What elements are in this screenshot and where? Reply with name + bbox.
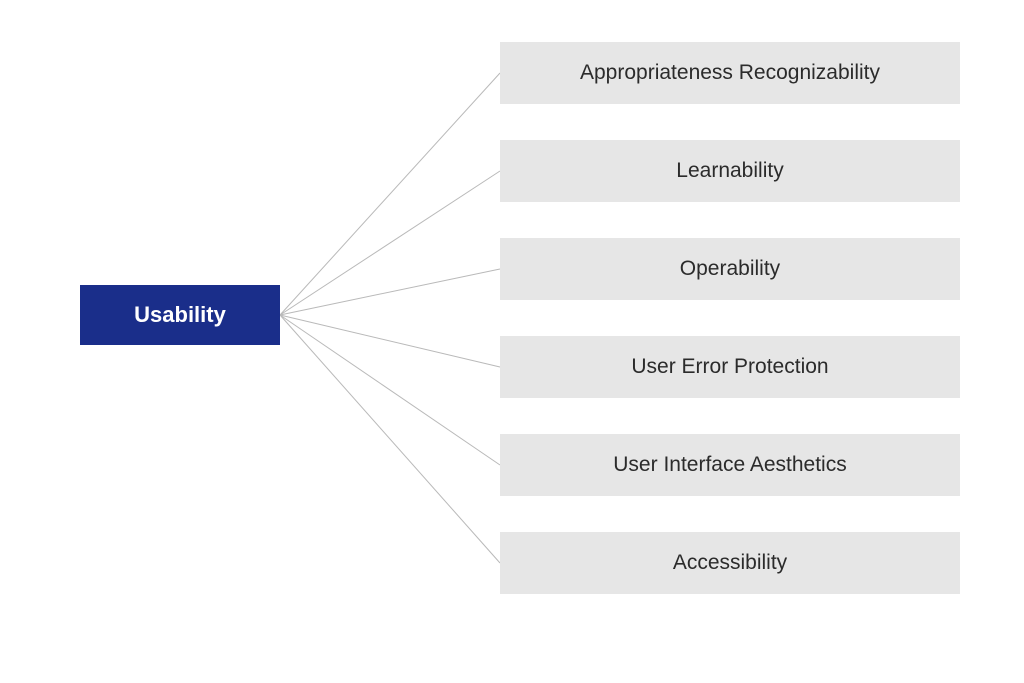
child-node: Operability — [500, 238, 960, 300]
child-label: Learnability — [676, 159, 783, 183]
root-node: Usability — [80, 285, 280, 345]
child-label: Accessibility — [673, 551, 787, 575]
child-label: User Interface Aesthetics — [613, 453, 846, 477]
root-label: Usability — [134, 302, 226, 328]
child-node: Appropriateness Recognizability — [500, 42, 960, 104]
child-node: Learnability — [500, 140, 960, 202]
child-label: Operability — [680, 257, 780, 281]
child-label: User Error Protection — [631, 355, 828, 379]
child-node: User Error Protection — [500, 336, 960, 398]
child-label: Appropriateness Recognizability — [580, 61, 880, 85]
child-node: User Interface Aesthetics — [500, 434, 960, 496]
child-node: Accessibility — [500, 532, 960, 594]
